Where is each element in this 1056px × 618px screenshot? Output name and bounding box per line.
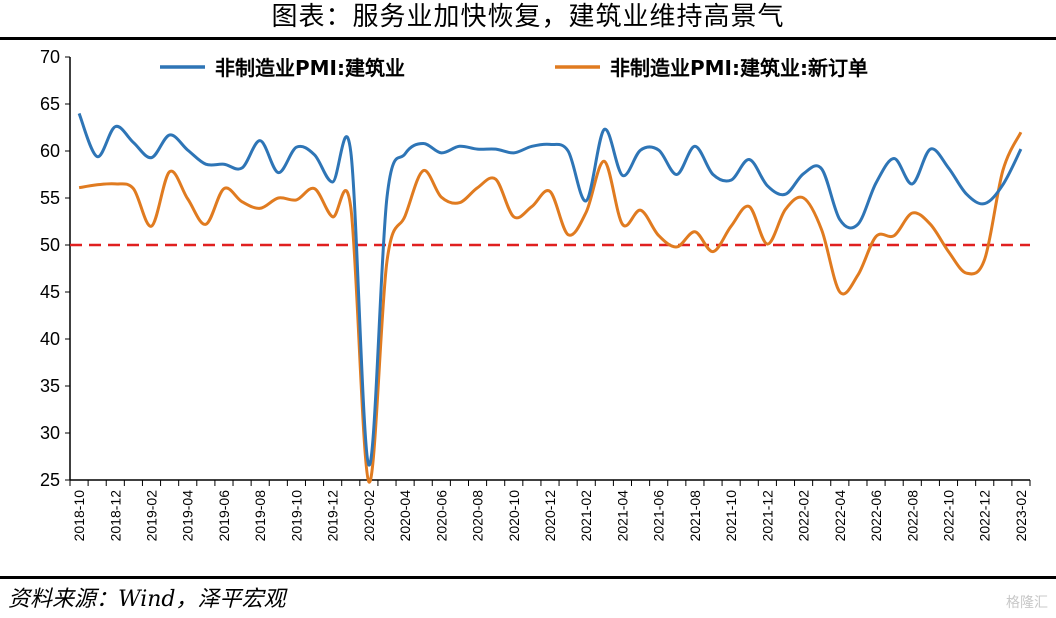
- y-tick-label: 70: [40, 47, 60, 67]
- x-tick-label: 2022-08: [904, 490, 920, 542]
- series-line-construction: [77, 112, 1023, 467]
- x-tick-label: 2023-02: [1013, 490, 1029, 542]
- x-tick-label: 2019-02: [144, 490, 160, 542]
- x-tick-label: 2022-12: [977, 490, 993, 542]
- x-tick-label: 2019-08: [252, 490, 268, 542]
- x-tick-label: 2019-06: [216, 490, 232, 542]
- x-tick-label: 2022-06: [868, 490, 884, 542]
- x-tick-label: 2021-08: [687, 490, 703, 542]
- y-tick-label: 35: [40, 376, 60, 396]
- x-tick-label: 2022-02: [796, 490, 812, 542]
- y-tick-label: 65: [40, 94, 60, 114]
- x-tick-label: 2020-04: [397, 490, 413, 542]
- x-tick-label: 2020-10: [506, 490, 522, 542]
- line-chart: 25 30 35 40 45 50 55 60 65 70 2018-10 2018-12 2019-0…: [40, 47, 1031, 542]
- x-tick-label: 2019-04: [180, 490, 196, 542]
- y-tick-label: 30: [40, 423, 60, 443]
- x-tick-label: 2020-02: [361, 490, 377, 542]
- x-tick-label: 2018-12: [107, 490, 123, 542]
- y-tick-label: 40: [40, 329, 60, 349]
- x-tick-label: 2020-06: [433, 490, 449, 542]
- x-tick-label: 2020-08: [470, 490, 486, 542]
- legend-label-new-orders: 非制造业PMI:建筑业:新订单: [610, 56, 868, 80]
- chart-title: 图表：服务业加快恢复，建筑业维持高景气: [271, 2, 785, 32]
- x-tick-label: 2020-12: [542, 490, 558, 542]
- x-tick-label: 2019-12: [325, 490, 341, 542]
- top-rule: [0, 37, 1056, 40]
- x-tick-label: 2018-10: [71, 490, 87, 542]
- bottom-rule: [0, 576, 1056, 579]
- x-tick-label: 2021-12: [759, 490, 775, 542]
- x-tick-label: 2019-10: [288, 490, 304, 542]
- series-line-new-orders: [78, 131, 1023, 484]
- y-tick-label: 55: [40, 188, 60, 208]
- y-tick-label: 25: [40, 470, 60, 490]
- x-tick-label: 2021-02: [578, 490, 594, 542]
- x-tick-label: 2022-04: [832, 490, 848, 542]
- y-tick-label: 60: [40, 141, 60, 161]
- watermark: 格隆汇: [1006, 595, 1048, 611]
- x-tick-label: 2021-10: [723, 490, 739, 542]
- y-tick-label: 50: [40, 235, 60, 255]
- legend-label-construction: 非制造业PMI:建筑业: [215, 56, 405, 80]
- x-tick-label: 2021-04: [614, 490, 630, 542]
- source-note: 资料来源：Wind，泽平宏观: [8, 587, 286, 612]
- x-tick-label: 2022-10: [940, 490, 956, 542]
- y-tick-label: 45: [40, 282, 60, 302]
- x-tick-label: 2021-06: [651, 490, 667, 542]
